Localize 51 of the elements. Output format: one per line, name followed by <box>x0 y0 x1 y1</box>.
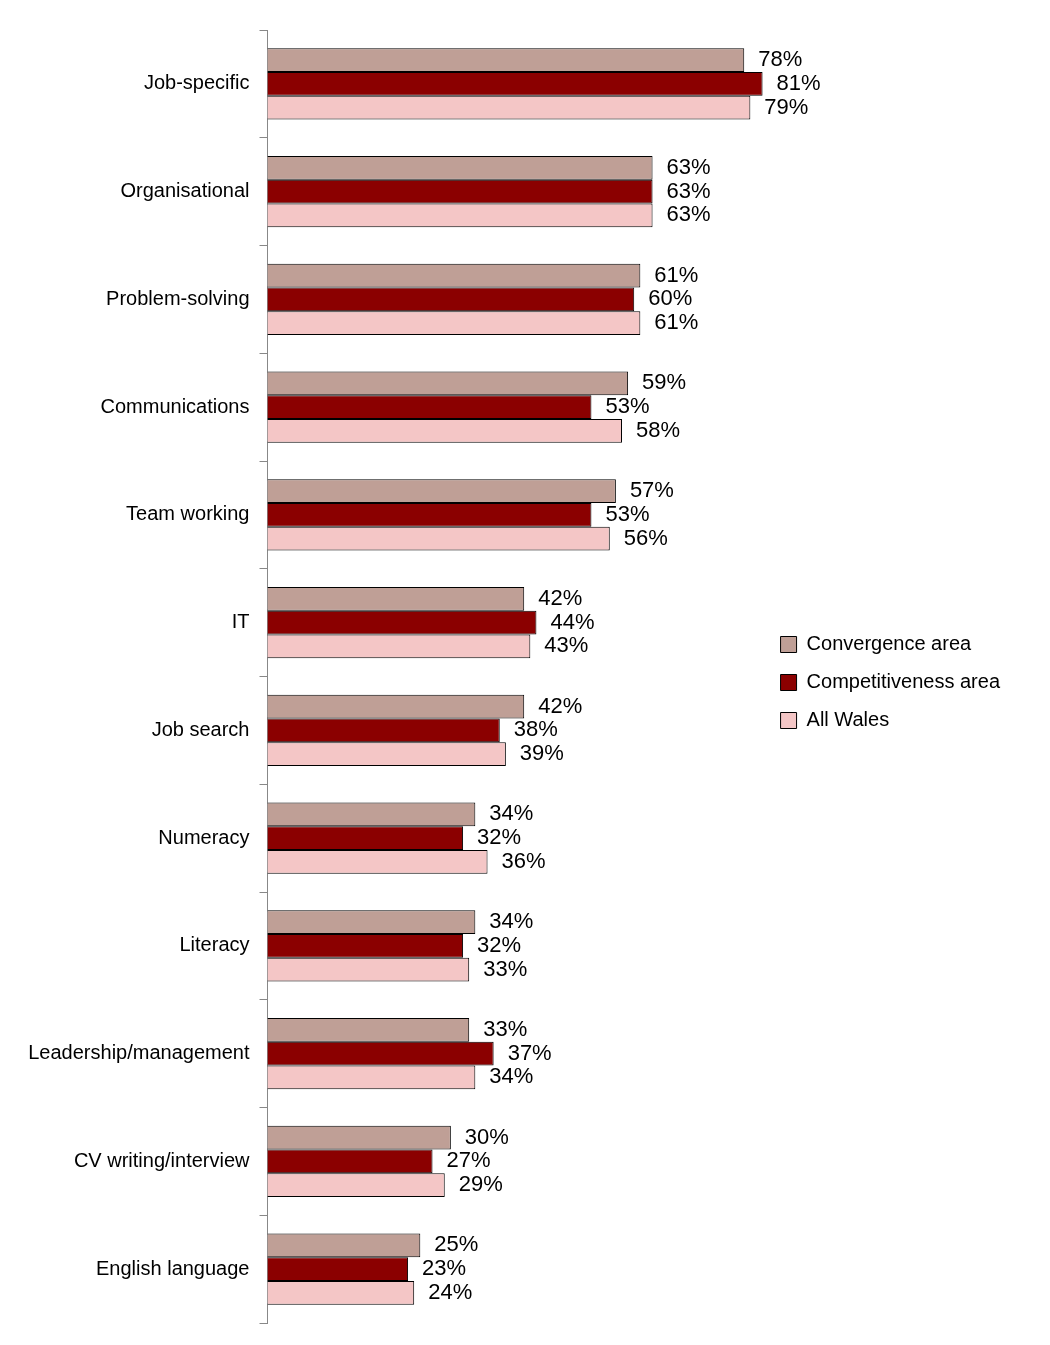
y-tick-label: Job-specific <box>143 71 250 94</box>
y-tick-label: Organisational <box>120 179 250 202</box>
data-label: 53% <box>605 500 650 526</box>
data-label: 81% <box>776 69 821 95</box>
y-tick-label: IT <box>231 610 250 633</box>
legend-label: Competitiveness area <box>806 670 1001 693</box>
y-tick-label: English language <box>96 1256 250 1279</box>
data-label: 59% <box>642 369 687 395</box>
legend-label: All Wales <box>806 708 890 731</box>
data-label: 63% <box>666 153 711 179</box>
data-label: 42% <box>538 584 583 610</box>
data-label: 23% <box>422 1255 467 1281</box>
data-label: 42% <box>538 692 583 718</box>
data-label: 58% <box>636 416 681 442</box>
data-label: 60% <box>648 285 693 311</box>
data-label: 33% <box>483 955 528 981</box>
data-label: 63% <box>666 177 711 203</box>
data-label: 57% <box>629 477 674 503</box>
legend-label: Convergence area <box>806 632 972 655</box>
data-label: 30% <box>464 1123 509 1149</box>
y-tick-label: CV writing/interview <box>73 1148 251 1171</box>
data-label: 32% <box>477 824 522 850</box>
data-label: 25% <box>434 1231 479 1257</box>
data-label: 27% <box>446 1147 491 1173</box>
data-label: 44% <box>550 608 595 634</box>
data-label: 29% <box>458 1171 503 1197</box>
y-tick-label: Team working <box>126 502 250 525</box>
y-tick-label: Job search <box>151 717 250 740</box>
data-label: 53% <box>605 393 650 419</box>
data-label: 56% <box>623 524 668 550</box>
data-label: 43% <box>544 632 589 658</box>
y-tick-label: Leadership/management <box>28 1041 250 1064</box>
y-tick-label: Literacy <box>179 933 250 956</box>
data-label: 38% <box>513 716 558 742</box>
data-label: 61% <box>654 309 699 335</box>
data-label: 78% <box>758 46 803 72</box>
data-label: 61% <box>654 261 699 287</box>
y-tick-label: Problem-solving <box>106 286 250 309</box>
data-label: 37% <box>507 1039 552 1065</box>
data-label: 32% <box>477 931 522 957</box>
data-label: 34% <box>489 800 534 826</box>
y-tick-label: Numeracy <box>158 825 250 848</box>
data-label: 36% <box>501 847 546 873</box>
data-label: 24% <box>428 1278 473 1304</box>
y-tick-label: Communications <box>100 394 250 417</box>
data-label: 34% <box>489 1063 534 1089</box>
data-label: 33% <box>483 1015 528 1041</box>
data-label: 39% <box>519 740 564 766</box>
data-label: 34% <box>489 908 534 934</box>
data-label: 79% <box>764 93 809 119</box>
data-label: 63% <box>666 201 711 227</box>
